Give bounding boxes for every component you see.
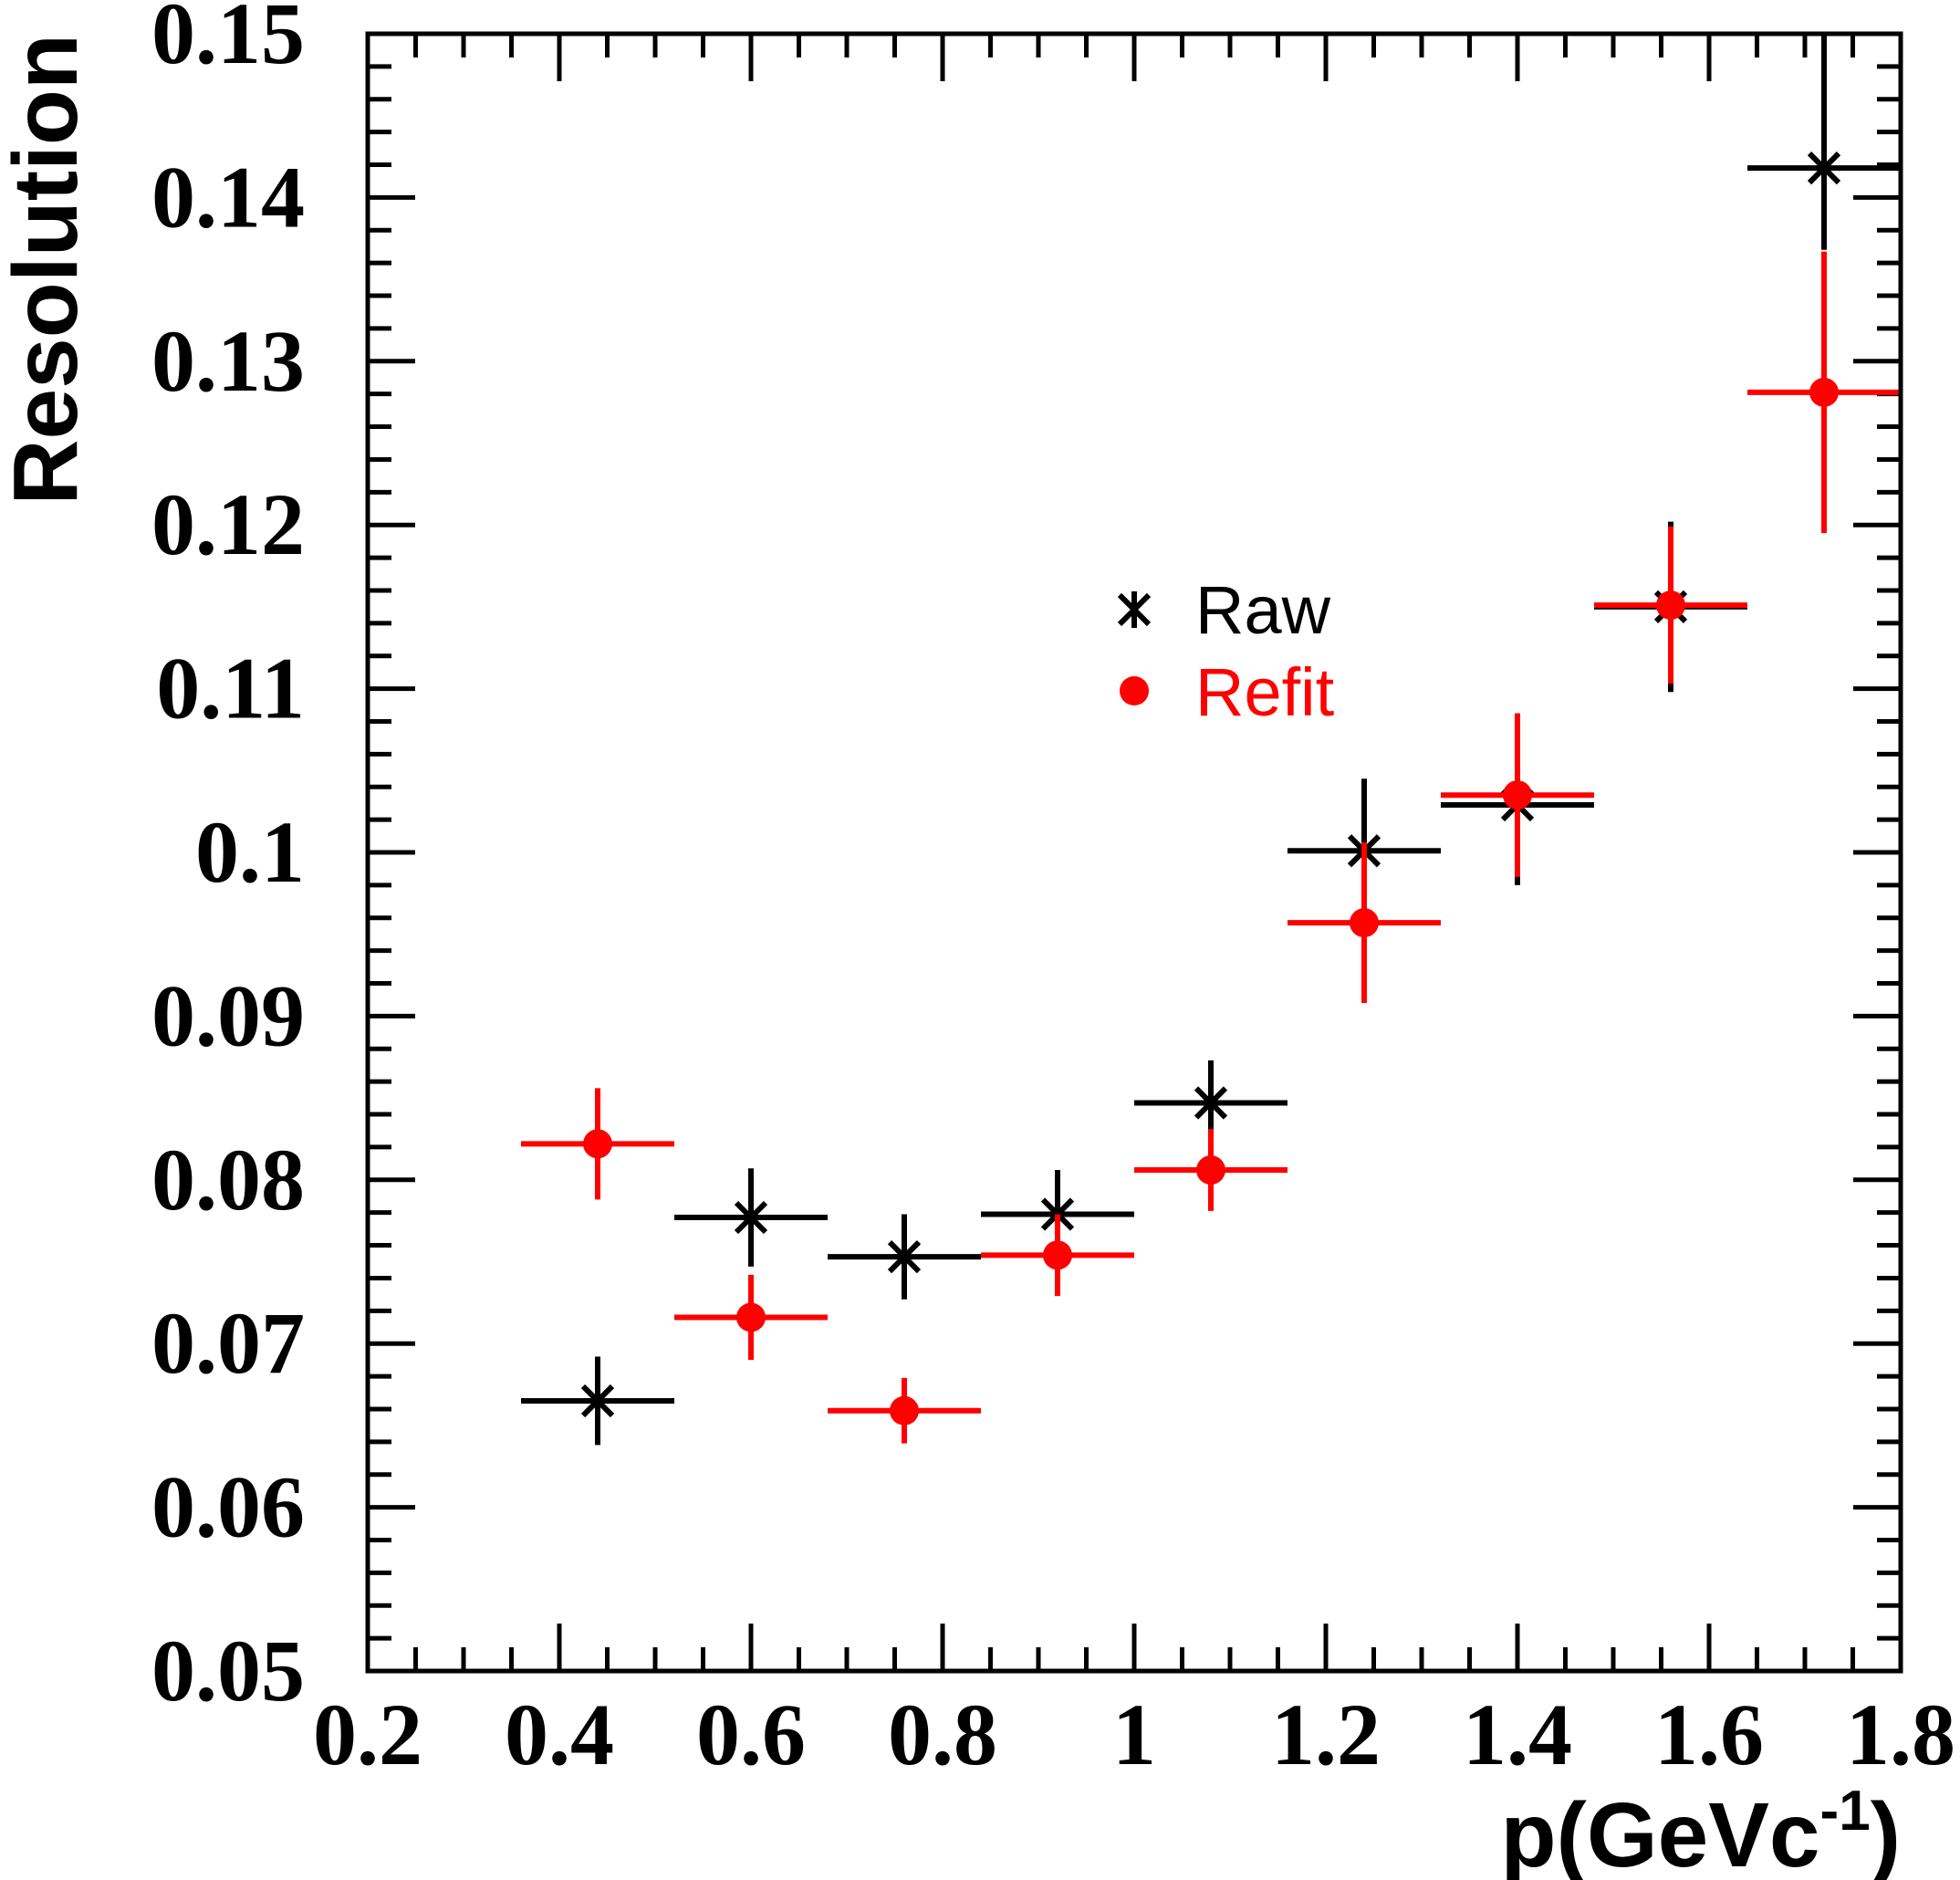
y-tick-label: 0.08 xyxy=(151,1131,305,1228)
data-point-refit xyxy=(1288,842,1441,1004)
x-axis-title: p(GeVc-1) xyxy=(1500,1780,1901,1880)
circle-marker xyxy=(1656,590,1685,621)
data-point-refit xyxy=(981,1214,1134,1297)
star-marker xyxy=(1194,1084,1228,1122)
x-tick-label: 0.6 xyxy=(696,1686,806,1783)
data-point-raw xyxy=(521,1356,674,1446)
x-tick-label: 0.4 xyxy=(505,1686,614,1783)
circle-marker xyxy=(1196,1155,1225,1185)
x-axis-title-main: p(GeVc xyxy=(1500,1784,1819,1880)
data-point-raw xyxy=(674,1168,828,1267)
axis-ticks xyxy=(365,31,1903,1674)
y-tick-label: 0.05 xyxy=(151,1622,305,1719)
circle-marker xyxy=(583,1129,612,1159)
data-point-refit xyxy=(828,1377,981,1444)
circle-marker xyxy=(736,1302,766,1332)
x-axis-title-superscript: -1 xyxy=(1820,1780,1871,1843)
y-tick-label: 0.15 xyxy=(151,0,305,82)
legend-star xyxy=(1117,591,1152,628)
data-point-raw xyxy=(1134,1060,1288,1146)
y-tick-label: 0.06 xyxy=(151,1458,305,1556)
data-point-refit xyxy=(1441,713,1594,877)
x-tick-label: 1.6 xyxy=(1654,1686,1764,1783)
data-point-refit xyxy=(521,1088,674,1200)
y-tick-label: 0.11 xyxy=(156,640,305,737)
x-tick-label: 1.4 xyxy=(1463,1686,1572,1783)
y-tick-label: 0.13 xyxy=(151,312,305,410)
data-point-refit xyxy=(674,1274,828,1361)
data-point-refit xyxy=(1134,1129,1288,1211)
x-axis-title-close: ) xyxy=(1871,1784,1901,1880)
y-tick-label: 0.14 xyxy=(151,148,305,245)
plot-frame xyxy=(365,31,1903,1674)
y-axis-title: Resolution xyxy=(0,34,97,506)
data-point-raw xyxy=(828,1214,981,1300)
legend-raw-label: Raw xyxy=(1195,572,1331,648)
y-tick-label: 0.09 xyxy=(151,966,305,1064)
x-tick-label: 1.2 xyxy=(1271,1686,1381,1783)
star-marker xyxy=(580,1382,615,1419)
star-marker xyxy=(1807,150,1841,187)
circle-marker xyxy=(890,1395,919,1426)
circle-marker xyxy=(1350,908,1379,938)
legend-raw-marker xyxy=(1117,591,1152,628)
legend: Raw Refit xyxy=(1117,572,1335,730)
legend-refit-label: Refit xyxy=(1195,654,1335,730)
star-marker xyxy=(887,1238,922,1276)
circle-marker xyxy=(1809,377,1839,407)
x-tick-label: 1 xyxy=(1112,1686,1156,1783)
series-refit xyxy=(521,251,1901,1444)
x-tick-label: 0.8 xyxy=(888,1686,997,1783)
y-tick-label: 0.07 xyxy=(151,1294,305,1392)
data-point-raw xyxy=(1747,34,1901,250)
y-tick-label: 0.1 xyxy=(195,803,305,901)
tick-labels: 0.2 0.4 0.6 0.8 1 1.2 1.4 1.6 1.8 0.05 0.06 0.07 0.0… xyxy=(151,0,1955,1783)
data-series xyxy=(521,34,1901,1446)
x-tick-label: 1.8 xyxy=(1846,1686,1955,1783)
y-tick-label: 0.12 xyxy=(151,475,305,573)
circle-marker xyxy=(1043,1240,1072,1270)
data-point-refit xyxy=(1747,251,1901,534)
circle-marker xyxy=(1503,780,1532,810)
x-tick-label: 0.2 xyxy=(313,1686,422,1783)
data-point-refit xyxy=(1594,526,1747,684)
star-marker xyxy=(734,1199,768,1237)
legend-refit-marker xyxy=(1120,676,1149,705)
